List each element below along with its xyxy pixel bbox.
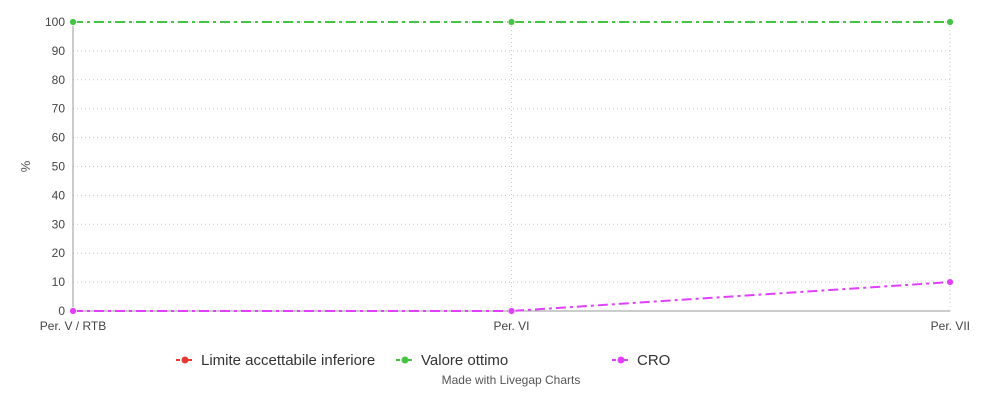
y-tick-label: 10 [52, 275, 66, 289]
legend-label: Limite accettabile inferiore [201, 352, 375, 369]
y-tick-label: 40 [52, 188, 66, 202]
series-1 [69, 18, 954, 26]
legend-item[interactable]: Valore ottimo [396, 352, 508, 369]
y-tick-label: 50 [52, 160, 66, 174]
series-group [69, 18, 954, 315]
data-point[interactable] [69, 307, 77, 315]
legend-label: Valore ottimo [421, 352, 508, 369]
data-point[interactable] [69, 18, 77, 26]
x-tick-label: Per. VI [493, 319, 529, 333]
y-tick-label: 100 [45, 15, 65, 29]
data-point[interactable] [946, 18, 954, 26]
y-tick-label: 60 [52, 131, 66, 145]
legend: Limite accettabile inferiore Valore ottim… [176, 352, 670, 369]
y-tick-label: 70 [52, 102, 66, 116]
x-tick-label: Per. VII [931, 319, 970, 333]
legend-swatch-marker [617, 356, 625, 364]
axes: 0 10 20 30 40 50 60 70 80 90 100 Per. V / RTB Per. V… [40, 15, 970, 333]
legend-label: CRO [637, 352, 670, 369]
data-point[interactable] [507, 307, 516, 315]
grid [73, 18, 951, 311]
y-axis-title: % [18, 160, 33, 172]
legend-item[interactable]: CRO [612, 352, 670, 369]
series-2 [69, 278, 954, 315]
y-tick-label: 0 [58, 304, 65, 318]
legend-item[interactable]: Limite accettabile inferiore [176, 352, 375, 369]
credit-text: Made with Livegap Charts [442, 373, 581, 387]
y-tick-label: 20 [52, 246, 66, 260]
y-tick-label: 90 [52, 44, 66, 58]
x-tick-label: Per. V / RTB [40, 319, 106, 333]
y-tick-label: 30 [52, 217, 66, 231]
y-tick-label: 80 [52, 73, 66, 87]
legend-swatch-marker [181, 356, 189, 364]
data-point[interactable] [507, 18, 516, 26]
legend-swatch-marker [401, 356, 409, 364]
data-point[interactable] [946, 278, 954, 287]
